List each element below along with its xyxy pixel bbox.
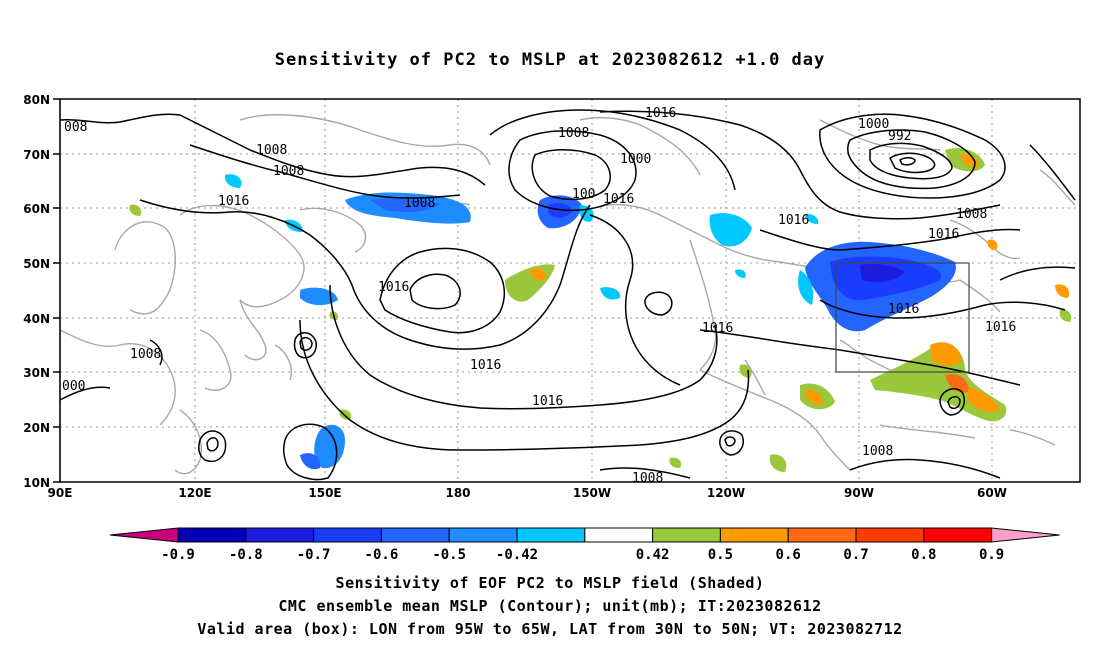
colorbar-high-end (991, 527, 1060, 543)
contour-label: 1016 (985, 320, 1016, 335)
colorbar-segment (448, 527, 518, 543)
contour-label: 1016 (218, 194, 249, 209)
contour-label: 1008 (130, 347, 161, 362)
lon-label: 150E (308, 486, 341, 500)
contour-label: 1008 (632, 471, 663, 486)
colorbar-segment (516, 527, 586, 543)
colorbar-label: 0.42 (636, 547, 670, 563)
colorbar-label: 0.9 (979, 547, 1004, 563)
caption-line-2: CMC ensemble mean MSLP (Contour); unit(m… (278, 597, 822, 615)
colorbar-label: 0.7 (843, 547, 868, 563)
colorbar-label: -0.7 (297, 547, 331, 563)
contour-label: 1016 (645, 106, 676, 121)
colorbar-label: 0.8 (911, 547, 936, 563)
contour-label: 008 (64, 120, 87, 135)
colorbar-label: -0.5 (432, 547, 466, 563)
contour-label: 1008 (273, 164, 304, 179)
lon-label: 180 (445, 486, 470, 500)
plot-frame (59, 98, 1081, 483)
valid-area-box (835, 262, 970, 373)
lat-label: 50N (23, 257, 50, 271)
contour-label: 000 (62, 379, 85, 394)
lon-label: 60W (977, 486, 1007, 500)
colorbar-label: 0.5 (708, 547, 733, 563)
colorbar-segment (787, 527, 857, 543)
caption-line-3: Valid area (box): LON from 95W to 65W, L… (197, 620, 903, 638)
colorbar-segment (584, 527, 654, 543)
colorbar-segment (177, 527, 247, 543)
colorbar-segment (923, 527, 993, 543)
lon-label: 120E (178, 486, 211, 500)
contour-labels: 008 1008 1008 1016 1016 1008 1016 1016 1… (62, 106, 1016, 486)
lat-label: 60N (23, 202, 50, 216)
lat-ticks (53, 98, 60, 483)
colorbar-label: -0.6 (365, 547, 399, 563)
latitude-labels: 80N 70N 60N 50N 40N 30N 20N 10N (23, 93, 50, 490)
positive-sensitivity-shading (129, 148, 1072, 472)
contour-label: 1000 (858, 117, 889, 132)
colorbar-segment (313, 527, 382, 543)
contour-label: 1008 (956, 207, 987, 222)
mslp-contours (59, 109, 1076, 481)
caption-line-1: Sensitivity of EOF PC2 to MSLP field (Sh… (335, 574, 765, 592)
contour-label: 1008 (862, 444, 893, 459)
contour-label: 992 (888, 129, 911, 144)
contour-label: 1016 (778, 213, 809, 228)
colorbar-segment (855, 527, 925, 543)
contour-label: 1016 (603, 192, 634, 207)
lat-label: 40N (23, 312, 50, 326)
lon-label: 90W (844, 486, 874, 500)
contour-label: 1008 (256, 143, 287, 158)
map-title: Sensitivity of PC2 to MSLP at 2023082612… (274, 50, 826, 70)
lon-label: 150W (573, 486, 611, 500)
colorbar-label: -0.9 (161, 547, 195, 563)
lat-label: 10N (23, 476, 50, 490)
colorbar-segment (652, 527, 721, 543)
contour-label: 1016 (928, 227, 959, 242)
colorbar-segment (245, 527, 315, 543)
colorbar: -0.9 -0.8 -0.7 -0.6 -0.5 -0.42 0.42 0.5 0.6 0.7 0.… (109, 527, 1060, 563)
colorbar-low-end (109, 527, 179, 543)
colorbar-label: -0.42 (496, 547, 538, 563)
lat-label: 30N (23, 366, 50, 380)
lat-label: 20N (23, 421, 50, 435)
colorbar-label: -0.8 (229, 547, 263, 563)
plot-area: 008 1008 1008 1016 1016 1008 1016 1016 1… (59, 98, 1081, 486)
lat-label: 70N (23, 148, 50, 162)
contour-label: 1016 (470, 358, 501, 373)
colorbar-label: 0.6 (776, 547, 801, 563)
lat-label: 80N (23, 93, 50, 107)
lon-label: 90E (48, 486, 73, 500)
contour-label: 1016 (532, 394, 563, 409)
contour-label: 1016 (378, 280, 409, 295)
longitude-labels: 90E 120E 150E 180 150W 120W 90W 60W (48, 486, 1007, 500)
contour-label: 1016 (702, 321, 733, 336)
negative-sensitivity-shading (224, 174, 956, 470)
colorbar-segment (719, 527, 789, 543)
contour-label: 1008 (404, 196, 435, 211)
contour-label: 1016 (888, 302, 919, 317)
contour-label: 1008 (558, 126, 589, 141)
contour-label: 1000 (620, 152, 651, 167)
lon-label: 120W (707, 486, 745, 500)
contour-label: 100 (572, 187, 595, 202)
colorbar-segment (380, 527, 450, 543)
